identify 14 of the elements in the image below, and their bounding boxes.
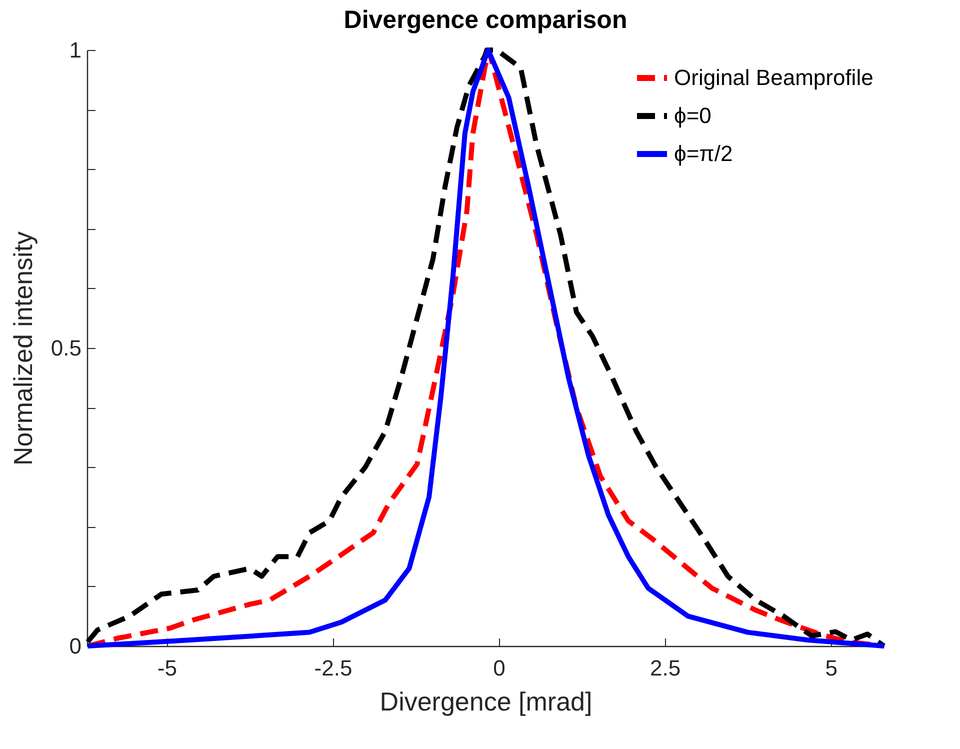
legend-label: ϕ=π/2 (674, 141, 733, 166)
legend-label: ϕ=0 (674, 103, 712, 128)
y-tick-label: 0.5 (50, 336, 82, 360)
y-tick-label: 0 (69, 634, 82, 658)
x-axis-title: Divergence [mrad] (380, 686, 592, 716)
x-tick-label: -2.5 (314, 656, 352, 680)
x-tick-label: -5 (157, 656, 177, 680)
x-tick-label: 2.5 (650, 656, 681, 680)
y-tick-label: 1 (69, 38, 82, 62)
legend-label: Original Beamprofile (674, 65, 874, 90)
x-tick-label: 5 (825, 656, 838, 680)
x-tick-label: 0 (493, 656, 506, 680)
chart-title: Divergence comparison (344, 6, 628, 34)
y-axis-title: Normalized intensity (8, 231, 38, 466)
